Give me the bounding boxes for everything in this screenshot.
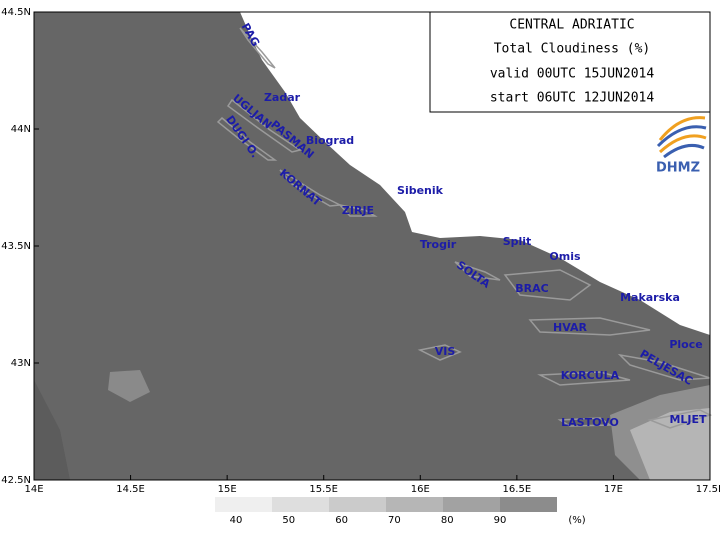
x-tick-label: 17E xyxy=(604,484,623,495)
x-tick-label: 14E xyxy=(24,484,43,495)
info-box xyxy=(429,11,711,113)
place-label: LASTOVO xyxy=(561,416,619,429)
legend-swatch xyxy=(500,497,557,512)
legend-label: 60 xyxy=(335,515,348,526)
legend-swatch xyxy=(329,497,386,512)
place-label: ZIRJE xyxy=(342,204,374,217)
x-tick-label: 15.5E xyxy=(309,484,338,495)
x-tick-label: 16E xyxy=(411,484,430,495)
logo-mark xyxy=(656,116,707,159)
x-tick-label: 15E xyxy=(218,484,237,495)
info-start: start 06UTC 12JUN2014 xyxy=(490,91,655,106)
place-label: Omis xyxy=(549,250,581,263)
info-field: Total Cloudiness (%) xyxy=(494,42,651,57)
islands xyxy=(216,27,712,429)
place-label: Trogir xyxy=(420,238,457,251)
place-label: Ploce xyxy=(669,338,702,351)
place-label: BRAC xyxy=(515,282,548,295)
place-label: MLJET xyxy=(669,413,707,426)
info-title: CENTRAL ADRIATIC xyxy=(509,18,634,33)
place-label: KORCULA xyxy=(561,369,620,382)
y-tick-label: 43.5N xyxy=(1,241,31,252)
logo-text: DHMZ xyxy=(656,161,700,176)
place-label: Zadar xyxy=(264,91,301,104)
legend-label: 80 xyxy=(441,515,454,526)
x-tick-label: 16.5E xyxy=(503,484,532,495)
legend-label: 70 xyxy=(388,515,401,526)
y-tick-label: 42.5N xyxy=(1,475,31,486)
place-label: Biograd xyxy=(306,134,354,147)
place-label: Makarska xyxy=(620,291,680,304)
legend-swatch xyxy=(386,497,443,512)
place-label: HVAR xyxy=(553,321,587,334)
legend-swatch xyxy=(215,497,272,512)
legend-label: 50 xyxy=(282,515,295,526)
y-tick-label: 44.5N xyxy=(1,7,31,18)
legend-unit: (%) xyxy=(568,515,585,526)
place-label: Split xyxy=(503,235,532,248)
legend-label: 90 xyxy=(494,515,507,526)
shade xyxy=(34,380,70,480)
cloud-patch xyxy=(630,408,710,480)
info-valid: valid 00UTC 15JUN2014 xyxy=(490,67,655,82)
y-tick-label: 44N xyxy=(11,124,31,135)
legend-swatch xyxy=(272,497,329,512)
y-tick-label: 43N xyxy=(11,358,31,369)
place-label: Sibenik xyxy=(397,184,444,197)
legend-label: 40 xyxy=(230,515,243,526)
cloud-patch xyxy=(108,370,150,402)
x-tick-label: 17.5E xyxy=(696,484,720,495)
legend-swatch xyxy=(443,497,500,512)
x-tick-label: 14.5E xyxy=(116,484,145,495)
place-label: VIS xyxy=(435,345,456,358)
